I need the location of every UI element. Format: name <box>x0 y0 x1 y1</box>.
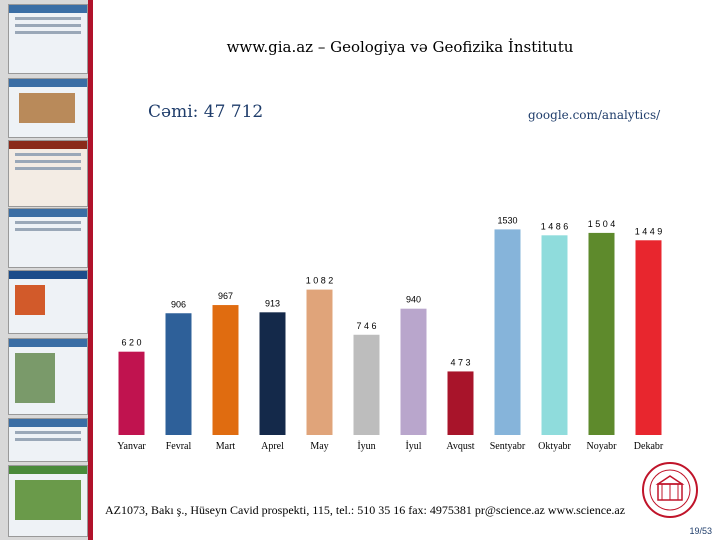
page-number: 19/53 <box>689 526 712 536</box>
bar-Yanvar <box>118 351 145 435</box>
website-thumbnail <box>8 4 88 74</box>
website-thumbnail <box>8 338 88 415</box>
website-thumbnail <box>8 208 88 268</box>
website-thumbnail <box>8 418 88 462</box>
value-label: 913 <box>265 298 280 308</box>
bar-Sentyabr <box>494 229 521 435</box>
category-label: İyul <box>405 440 421 452</box>
value-label: 940 <box>406 295 421 305</box>
slide-title: www.gia.az – Geologiya və Geofizika İnst… <box>226 38 574 56</box>
bar-Mart <box>212 305 239 435</box>
website-thumbnail <box>8 78 88 138</box>
category-label: Dekabr <box>634 441 664 452</box>
bar-İyul <box>400 308 427 435</box>
value-label: 6 2 0 <box>121 338 141 348</box>
thumbnail-strip <box>0 0 92 540</box>
value-label: 906 <box>171 299 186 309</box>
category-label: Yanvar <box>117 441 146 452</box>
bar-May <box>306 289 333 435</box>
category-label: Fevral <box>166 441 192 452</box>
website-thumbnail <box>8 140 88 207</box>
footer-address: AZ1073, Bakı ş., Hüseyn Cavid prospekti,… <box>105 503 626 517</box>
website-thumbnail <box>8 270 88 334</box>
bar-Aprel <box>259 312 286 435</box>
value-label: 1 4 8 6 <box>541 221 569 231</box>
category-label: Aprel <box>261 441 284 452</box>
bar-İyun <box>353 334 380 435</box>
bar-Noyabr <box>588 232 615 435</box>
category-label: Avqust <box>446 441 474 452</box>
website-thumbnail <box>8 465 88 537</box>
academy-seal-logo <box>642 462 698 518</box>
category-label: Mart <box>216 441 236 452</box>
category-label: Noyabr <box>587 441 618 452</box>
value-label: 967 <box>218 291 233 301</box>
category-label: May <box>310 441 328 452</box>
category-label: İyun <box>357 440 375 452</box>
total-visits: Cəmi: 47 712 <box>148 102 264 122</box>
category-label: Oktyabr <box>538 441 571 452</box>
value-label: 1 5 0 4 <box>588 219 616 229</box>
value-label: 1 4 4 9 <box>635 226 663 236</box>
category-label: Sentyabr <box>490 441 526 452</box>
bar-Fevral <box>165 313 192 435</box>
bar-Avqust <box>447 371 474 435</box>
value-label: 7 4 6 <box>356 321 376 331</box>
red-divider <box>88 0 93 540</box>
bar-chart: 6 2 0 Yanvar 906 Fevral 967 Mart 913 Aprel 1 0 8… <box>117 215 664 452</box>
value-label: 4 7 3 <box>450 357 470 367</box>
value-label: 1530 <box>497 215 517 225</box>
value-label: 1 0 8 2 <box>306 276 334 286</box>
bar-Oktyabr <box>541 235 568 435</box>
data-source: google.com/analytics/ <box>528 108 661 122</box>
bar-Dekabr <box>635 240 662 435</box>
